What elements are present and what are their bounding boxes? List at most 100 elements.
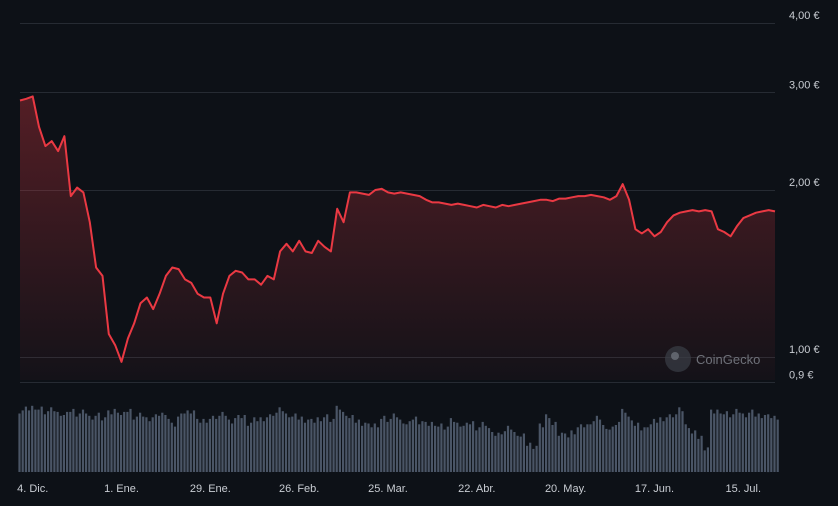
volume-bar	[126, 411, 129, 472]
volume-bar	[770, 418, 773, 472]
volume-bar	[78, 413, 81, 472]
x-tick-label: 20. May.	[545, 483, 586, 495]
volume-bar	[196, 418, 199, 472]
volume-bar	[621, 408, 624, 472]
volume-bar	[564, 433, 567, 472]
volume-bar	[177, 416, 180, 472]
volume-bar	[357, 419, 360, 472]
volume-bar	[418, 424, 421, 472]
volume-bar	[462, 425, 465, 472]
volume-bar	[694, 430, 697, 472]
volume-bar	[589, 424, 592, 472]
volume-bar	[27, 410, 31, 472]
volume-bar	[713, 413, 716, 472]
volume-bar	[548, 418, 551, 472]
volume-bar	[370, 427, 373, 472]
volume-bar	[719, 413, 722, 472]
volume-bar	[751, 409, 754, 472]
x-tick-label: 15. Jul.	[726, 483, 761, 495]
volume-bar	[414, 416, 418, 472]
volume-bar	[475, 430, 478, 472]
volume-bar	[624, 412, 627, 472]
volume-bar	[104, 417, 107, 472]
volume-bar	[773, 415, 776, 472]
volume-bar	[158, 415, 161, 472]
volume-bar	[579, 424, 583, 472]
volume-bar	[408, 421, 411, 472]
volume-bar	[437, 426, 440, 472]
volume-bar	[424, 421, 427, 472]
volume-bar	[659, 417, 662, 472]
volume-bar	[389, 418, 392, 472]
volume-bar	[526, 445, 529, 472]
volume-bar	[351, 415, 354, 472]
coingecko-logo-eye-icon	[671, 352, 679, 360]
volume-bar	[630, 420, 633, 472]
volume-bar	[116, 412, 119, 472]
volume-bar	[611, 426, 614, 472]
volume-bar	[684, 424, 687, 472]
volume-bar	[649, 424, 652, 472]
volume-bar	[291, 416, 294, 472]
volume-bar	[94, 415, 97, 472]
volume-bar	[224, 415, 227, 472]
volume-bar	[776, 419, 779, 472]
volume-bar	[570, 430, 573, 472]
volume-bar	[246, 425, 249, 472]
volume-bar	[37, 409, 40, 472]
volume-bar	[40, 406, 43, 473]
volume-bar	[697, 438, 700, 472]
volume-bar	[262, 421, 265, 472]
volume-bar	[218, 415, 221, 472]
volume-bar	[754, 416, 757, 472]
volume-bar	[300, 416, 303, 472]
volume-bar	[47, 411, 50, 472]
volume-bar	[637, 422, 640, 472]
volume-bar	[284, 413, 288, 472]
volume-bar	[538, 423, 541, 472]
volume-bar	[303, 422, 307, 472]
volume-bar	[738, 412, 741, 472]
volume-bar	[208, 418, 211, 472]
volume-bar	[729, 417, 732, 472]
volume-bar	[31, 405, 34, 472]
volume-bar	[529, 442, 532, 472]
volume-bar	[139, 412, 142, 472]
volume-bar	[484, 425, 487, 472]
volume-bar	[586, 424, 589, 472]
volume-bar	[402, 423, 405, 472]
volume-bar	[373, 423, 376, 472]
volume-bar	[503, 431, 506, 472]
x-tick-label: 1. Ene.	[104, 483, 139, 495]
volume-bar	[66, 411, 69, 472]
volume-bar	[135, 416, 138, 472]
volume-bar	[107, 410, 110, 472]
volume-bar	[288, 417, 291, 472]
volume-bar	[687, 428, 690, 472]
volume-bar	[376, 427, 380, 472]
volume-bar	[710, 409, 713, 472]
volume-bar	[113, 408, 116, 472]
volume-bar	[560, 432, 564, 472]
volume-bar	[741, 413, 744, 472]
volume-bar	[522, 433, 525, 472]
volume-bar	[506, 425, 510, 472]
x-tick-label: 17. Jun.	[635, 483, 674, 495]
volume-bar	[72, 408, 75, 472]
volume-bar	[265, 417, 269, 472]
volume-bar	[361, 425, 364, 472]
volume-bar	[478, 427, 481, 472]
volume-bar	[646, 427, 649, 472]
volume-bar	[678, 407, 681, 472]
volume-bar	[85, 413, 88, 472]
y-tick-label: 4,00 €	[789, 10, 820, 22]
volume-bar	[760, 418, 763, 472]
volume-bar	[703, 450, 706, 472]
x-tick-label: 22. Abr.	[458, 483, 495, 495]
volume-bar	[656, 422, 659, 472]
volume-bar	[345, 415, 348, 472]
volume-bar	[132, 419, 135, 472]
volume-bar	[497, 432, 500, 472]
volume-bar	[494, 435, 497, 472]
